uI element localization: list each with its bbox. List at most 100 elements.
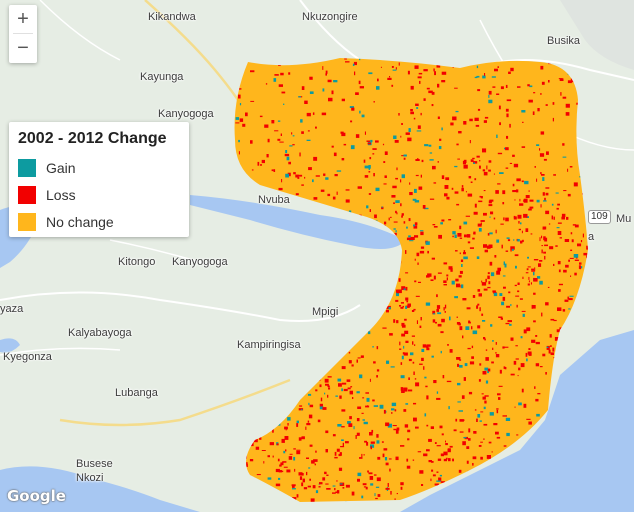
change-pixel [586, 245, 589, 250]
change-pixel [350, 386, 353, 388]
change-pixel [438, 234, 442, 239]
change-pixel [331, 90, 334, 95]
change-pixel [374, 214, 377, 219]
change-pixel [394, 232, 397, 236]
change-pixel [259, 437, 262, 440]
change-pixel [253, 439, 258, 443]
change-pixel [414, 188, 417, 193]
change-pixel [530, 233, 533, 235]
change-pixel [508, 291, 511, 294]
change-pixel [415, 426, 419, 429]
change-pixel [485, 278, 487, 283]
change-pixel [280, 133, 282, 136]
change-pixel [469, 361, 475, 365]
change-pixel [245, 112, 248, 117]
zoom-control: + − [9, 5, 37, 63]
change-pixel [341, 132, 346, 137]
change-pixel [375, 187, 380, 192]
zoom-out-button[interactable]: − [17, 36, 29, 59]
change-pixel [341, 426, 345, 428]
change-pixel [557, 231, 562, 235]
change-pixel [504, 346, 509, 348]
change-pixel [481, 313, 484, 316]
change-pixel [479, 307, 481, 312]
change-pixel [484, 73, 486, 76]
change-pixel [522, 313, 525, 317]
place-label-kitongo: Kitongo [118, 256, 156, 268]
change-pixel [365, 486, 368, 490]
change-pixel [399, 305, 402, 307]
change-pixel [370, 483, 374, 486]
change-pixel [539, 148, 541, 151]
change-pixel [535, 335, 538, 337]
change-pixel [326, 488, 331, 490]
change-pixel [583, 252, 588, 256]
change-pixel [325, 483, 329, 485]
change-pixel [503, 286, 506, 289]
change-pixel [522, 121, 524, 123]
change-pixel [544, 244, 548, 247]
change-pixel [493, 217, 496, 220]
change-pixel [514, 406, 516, 408]
change-pixel [465, 215, 470, 217]
change-pixel [432, 319, 436, 323]
change-pixel [509, 323, 512, 326]
change-pixel [552, 117, 554, 122]
change-pixel [568, 298, 573, 301]
change-pixel [373, 173, 375, 177]
change-pixel [315, 490, 319, 494]
change-pixel [582, 233, 584, 238]
change-pixel [508, 71, 511, 74]
change-pixel [277, 120, 281, 122]
change-pixel [432, 224, 436, 226]
change-pixel [406, 300, 409, 303]
change-pixel [445, 440, 446, 443]
zoom-divider [13, 33, 33, 34]
change-pixel [500, 223, 504, 225]
change-pixel [291, 132, 293, 135]
change-pixel [425, 385, 428, 388]
change-pixel [518, 228, 521, 231]
change-pixel [363, 159, 366, 163]
change-pixel [308, 393, 312, 396]
zoom-in-button[interactable]: + [17, 7, 29, 30]
change-pixel [372, 346, 374, 348]
change-pixel [340, 446, 345, 448]
change-pixel [301, 86, 305, 90]
change-pixel [533, 271, 535, 276]
change-pixel [274, 130, 279, 132]
change-pixel [409, 240, 414, 242]
change-pixel [505, 147, 509, 151]
change-pixel [283, 466, 288, 468]
change-pixel [544, 255, 546, 260]
change-pixel [474, 76, 478, 79]
change-pixel [561, 213, 566, 217]
change-pixel [495, 354, 500, 358]
change-pixel [405, 306, 408, 309]
change-pixel [361, 114, 365, 118]
change-pixel [483, 171, 488, 176]
change-pixel [379, 404, 384, 409]
change-pixel [393, 228, 396, 230]
change-pixel [586, 255, 588, 259]
loss-swatch [18, 185, 36, 204]
change-pixel [341, 366, 346, 370]
change-pixel [573, 182, 578, 187]
change-pixel [479, 363, 482, 366]
change-pixel [478, 445, 482, 447]
change-pixel [558, 283, 563, 286]
change-pixel [510, 337, 514, 341]
change-pixel [288, 72, 291, 75]
change-pixel [537, 108, 540, 112]
change-pixel [304, 100, 308, 104]
change-pixel [315, 389, 318, 392]
change-pixel [521, 388, 524, 393]
change-pixel [402, 352, 405, 355]
change-pixel [363, 486, 367, 488]
change-pixel [559, 237, 562, 239]
change-pixel [359, 86, 364, 89]
change-pixel [374, 493, 376, 497]
change-pixel [562, 143, 565, 146]
